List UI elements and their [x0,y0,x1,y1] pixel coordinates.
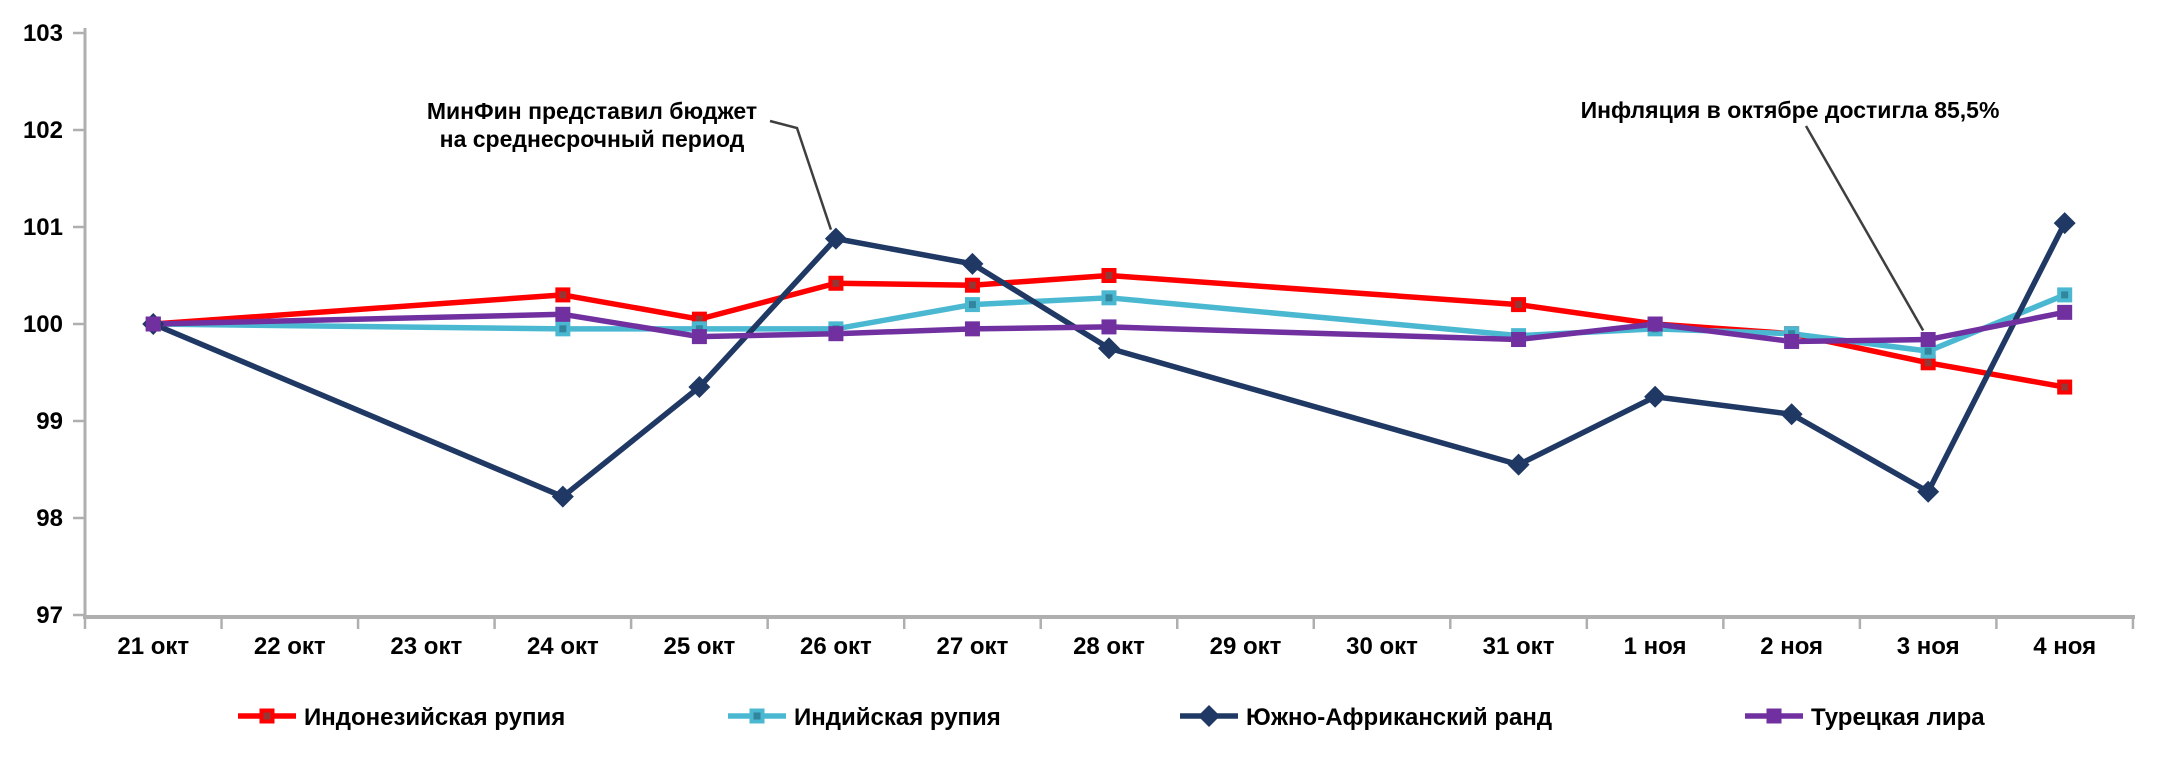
series-indonesian-rupiah-marker-inner [968,281,976,289]
series-indian-rupee-marker-inner [695,325,703,333]
series-south-african-rand-marker [1917,480,1940,503]
series-turkish-lira-marker [1511,332,1527,348]
legend-indian-rupee-marker-inner [753,712,761,720]
series-south-african-rand-marker [551,485,574,508]
x-axis-label: 24 окт [527,633,599,660]
series-south-african-rand-marker [1097,337,1120,360]
x-axis-label: 2 ноя [1760,633,1823,660]
legend-turkish-lira-label: Турецкая лира [1811,704,1985,731]
y-axis-label: 99 [36,408,63,435]
annotation-inflation-line1: Инфляция в октябре достигла 85,5% [1580,97,2000,123]
legend-turkish-lira-marker [1766,708,1782,724]
x-axis-label: 1 ноя [1624,633,1687,660]
x-axis-label: 25 окт [663,633,735,660]
series-south-african-rand-marker [961,252,984,275]
y-axis-label: 97 [36,602,63,629]
series-south-african-rand-line [150,220,2068,500]
series-indonesian-rupiah-marker-inner [559,291,567,299]
x-axis-label: 3 ноя [1897,633,1960,660]
x-axis-label: 27 окт [937,633,1009,660]
series-turkish-lira-marker [828,326,844,342]
series-turkish-lira-marker [1920,332,1936,348]
y-axis-label: 100 [23,311,63,338]
series-south-african-rand-marker [1644,385,1667,408]
y-axis-label: 103 [23,20,63,47]
series-south-african-rand-marker [1780,403,1803,426]
series-indian-rupee-marker-inner [2061,291,2069,299]
series-south-african-rand-marker [824,227,847,250]
series-turkish-lira-marker [964,321,980,337]
series-indonesian-rupiah-marker-inner [2061,383,2069,391]
series-indian-rupee-marker-inner [559,325,567,333]
series-indonesian-rupiah-marker-inner [1924,359,1932,367]
series-turkish-lira-marker [1101,319,1117,335]
series-indian-rupee-marker-inner [1924,347,1932,355]
annotation-pointer-inflation [1804,125,1925,332]
x-axis-label: 31 окт [1483,633,1555,660]
x-axis-label: 28 окт [1073,633,1145,660]
y-axis-label: 101 [23,214,63,241]
legend-indian-rupee-label: Индийская рупия [794,704,1001,731]
series-turkish-lira-marker [2057,304,2073,320]
series-turkish-lira-marker [691,329,707,345]
legend-south-african-rand-label: Южно-Африканский ранд [1246,704,1552,731]
series-turkish-lira-marker [145,316,161,332]
x-axis-label: 22 окт [254,633,326,660]
x-axis-label: 21 окт [117,633,189,660]
series-indonesian-rupiah-marker-inner [695,315,703,323]
series-indonesian-rupiah-marker-inner [1515,301,1523,309]
legend-indonesian-rupiah-marker-inner [263,712,271,720]
x-axis-label: 29 окт [1210,633,1282,660]
legend-indonesian-rupiah-label: Индонезийская рупия [304,704,565,731]
annotation-inflation: Инфляция в октябре достигла 85,5% [1581,96,2000,124]
series-indian-rupee-marker-inner [1788,330,1796,338]
series-south-african-rand-marker [688,376,711,399]
x-axis-label: 4 ноя [2033,633,2096,660]
series-indian-rupee-marker-inner [968,301,976,309]
annotation-minfin-line1: МинФин представил бюджет [426,98,758,124]
series-turkish-lira-marker [1647,316,1663,332]
x-axis-label: 30 окт [1346,633,1418,660]
series-south-african-rand-marker [2053,212,2076,235]
legend-south-african-rand-marker [1198,705,1220,727]
y-axis-label: 98 [36,505,63,532]
annotation-pointer-minfin [769,119,833,231]
series-indonesian-rupiah-marker-inner [832,279,840,287]
series-indian-rupee-marker-inner [1105,294,1113,302]
x-axis-label: 23 окт [390,633,462,660]
annotation-minfin-budget: МинФин представил бюджет на среднесрочны… [427,97,757,153]
series-indonesian-rupiah-marker-inner [1105,272,1113,279]
annotation-minfin-line2: на среднесрочный период [439,126,745,152]
y-axis-label: 102 [23,117,63,144]
series-turkish-lira-marker [555,306,571,322]
x-axis-label: 26 окт [800,633,872,660]
series-south-african-rand-marker [1507,453,1530,476]
series-turkish-lira-marker [1784,333,1800,349]
